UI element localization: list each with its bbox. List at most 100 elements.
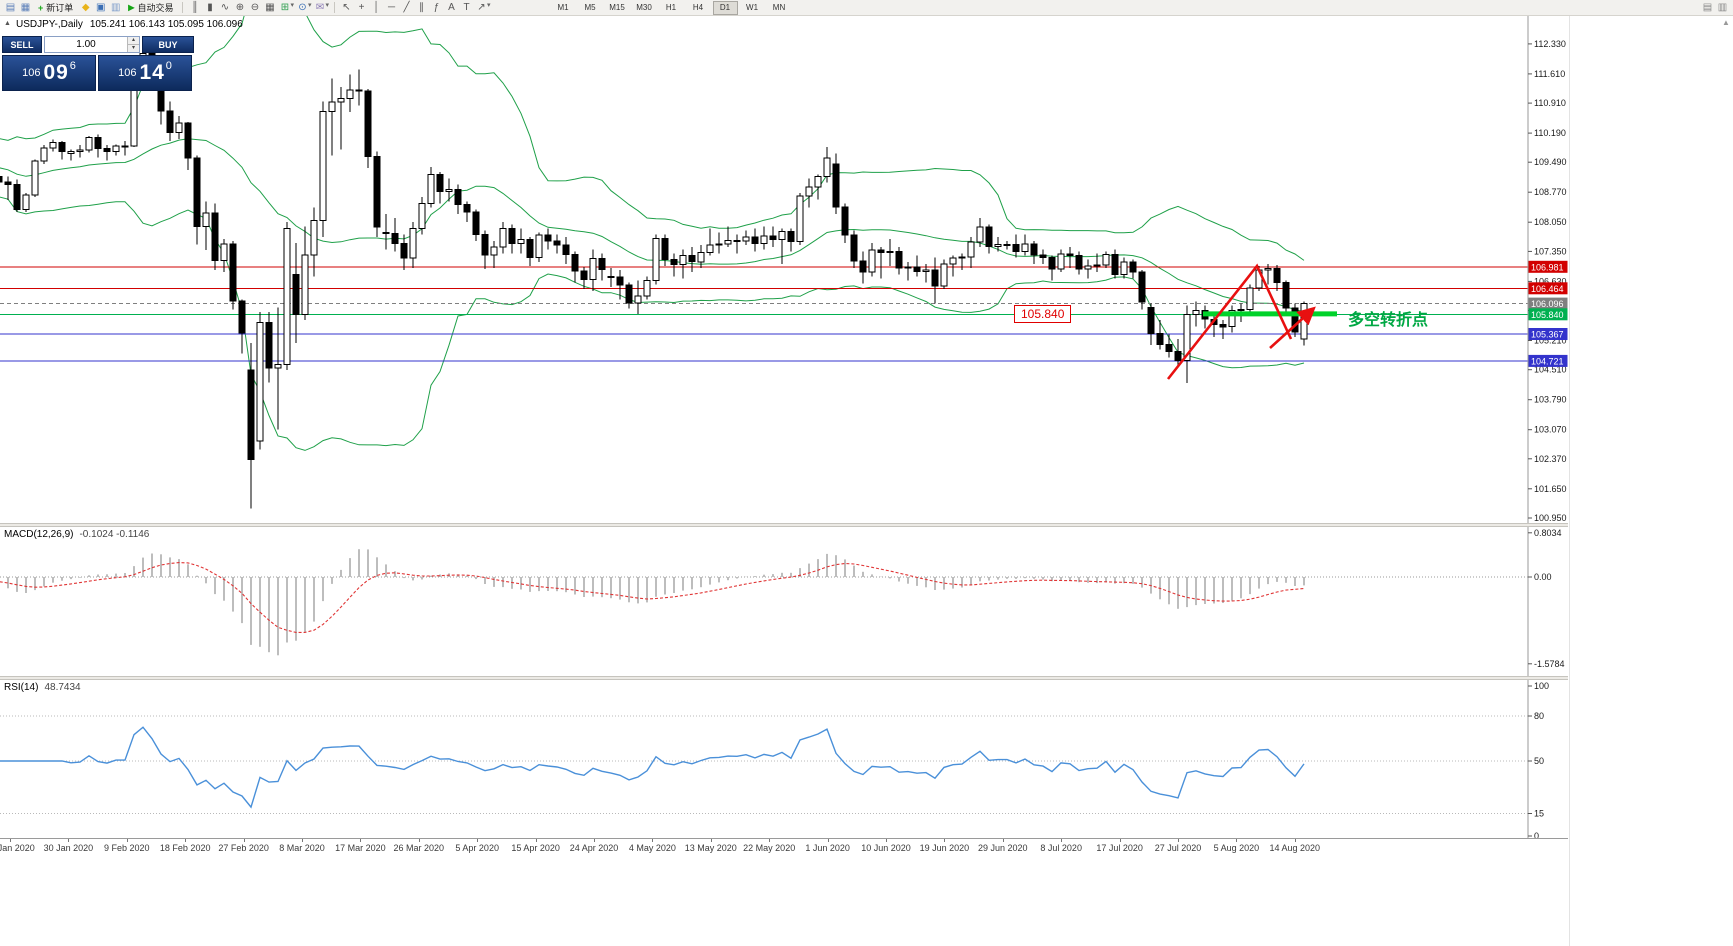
toolbar: ▤ ▦ + 新订单 ◆ ▣ ▥ ▶ 自动交易 ║ ▮ ∿ ⊕ ⊖ ▦ ⊞ ▾ ⊙ ▾ ✉ ▾ ↖ + │ ─ ╱ ∥ ƒ… [0,0,1733,16]
time-tick [10,839,11,842]
date-label: 13 May 2020 [684,843,737,853]
templates-icon[interactable]: ✉ [315,2,325,13]
cursor-icon[interactable]: ↖ [342,2,351,13]
time-tick [944,839,946,842]
time-tick [1119,839,1121,842]
time-tick [535,839,537,842]
candlestick-chart-icon[interactable]: ▮ [207,2,213,13]
svg-text:102.370: 102.370 [1534,454,1567,464]
buy-price-button[interactable]: 106 14 0 [98,55,192,91]
svg-text:106.981: 106.981 [1531,262,1564,272]
add-indicator-icon[interactable]: ⊞ [280,2,290,13]
date-label: 19 Jun 2020 [919,843,970,853]
panel-divider[interactable] [0,523,1568,527]
svg-text:104.721: 104.721 [1531,356,1564,366]
sell-price-button[interactable]: 106 09 6 [2,55,96,91]
date-label: 15 Apr 2020 [511,843,560,853]
dropdown-caret-icon[interactable]: ▾ [325,2,329,9]
tile-windows-icon[interactable]: ▦ [265,2,275,13]
svg-text:107.350: 107.350 [1534,246,1567,256]
date-label: 17 Mar 2020 [335,843,386,853]
time-tick [360,839,362,842]
main-chart-canvas[interactable]: 112.330 111.610 110.910 110.190 109.490 108.7… [0,16,1568,523]
vertical-line-icon[interactable]: │ [373,2,380,13]
chart-title: USDJPY-,Daily 105.241 106.143 105.095 106… [16,19,243,30]
svg-text:50: 50 [1534,756,1544,766]
macd-panel-canvas[interactable]: 0.8034 0.00 -1.5784 [0,527,1568,676]
svg-text:-1.5784: -1.5784 [1534,659,1565,669]
timeframe-h1[interactable]: H1 [665,3,677,12]
time-tick [185,839,187,842]
scroll-up-icon[interactable]: ▲ [1722,18,1730,27]
svg-text:15: 15 [1534,809,1544,819]
rsi-panel-canvas[interactable]: 100 80 50 15 0 [0,680,1568,838]
line-chart-icon[interactable]: ∿ [220,2,230,13]
periods-icon[interactable]: ⊙ [298,2,307,13]
time-scale[interactable]: 21 Jan 2020 30 Jan 2020 9 Feb 2020 18 Feb 2… [0,838,1568,857]
svg-text:101.650: 101.650 [1534,484,1567,494]
date-label: 26 Mar 2020 [393,843,445,853]
new-order-button[interactable]: + 新订单 [33,1,78,14]
time-tick [302,839,303,842]
dropdown-caret-icon[interactable]: ▾ [487,2,491,9]
trendline-icon[interactable]: ╱ [403,2,410,13]
rsi-indicator-label: RSI(14) 48.7434 [4,682,81,693]
horizontal-line-icon[interactable]: ─ [387,2,396,13]
zoom-out-icon[interactable]: ⊖ [250,2,260,13]
date-label: 27 Jul 2020 [1154,843,1202,853]
svg-text:105.210: 105.210 [1534,336,1567,346]
fibonacci-icon[interactable]: ƒ [433,2,440,13]
fullscreen-icon[interactable]: ▥ [1717,2,1728,13]
timeframe-d1[interactable]: D1 [712,0,738,15]
bar-chart-icon[interactable]: ║ [191,2,199,13]
label-icon[interactable]: T [463,2,470,13]
timeframe-h4[interactable]: H4 [692,3,704,12]
chart-profiles-icon[interactable]: ▦ [20,2,31,13]
date-label: 24 Apr 2020 [569,843,619,853]
turning-point-annotation[interactable]: 多空转折点 [1348,312,1429,329]
date-label: 5 Apr 2020 [455,843,499,853]
timeframe-m1[interactable]: M1 [557,3,569,12]
toolbar-separator [334,2,335,13]
timeframe-m30[interactable]: M30 [636,3,652,12]
data-window-icon[interactable]: ▥ [111,2,121,13]
lot-decrease-button[interactable]: ▾ [128,45,139,52]
channel-icon[interactable]: ∥ [419,2,424,13]
timeframe-mn[interactable]: MN [772,3,786,12]
date-label: 30 Jan 2020 [43,843,94,853]
svg-text:0: 0 [1534,831,1539,838]
docking-icon[interactable]: ▤ [1702,2,1713,13]
autotrading-button[interactable]: ▶ 自动交易 [123,1,178,14]
text-icon[interactable]: A [448,2,455,13]
autotrading-label: 自动交易 [137,3,174,13]
time-tick [477,839,479,842]
arrows-icon[interactable]: ↗ [477,2,486,13]
date-label: 27 Feb 2020 [218,843,269,853]
dropdown-caret-icon[interactable]: ▾ [307,2,312,9]
one-click-collapse-icon[interactable]: ▲ [4,20,11,27]
timeframe-m15[interactable]: M15 [609,3,625,12]
timeframe-m5[interactable]: M5 [584,3,596,12]
buy-button[interactable]: BUY [142,36,194,53]
ohlc-readout: 105.241 106.143 105.095 106.096 [89,19,243,30]
lot-size-input[interactable] [45,37,127,52]
price-annotation-box[interactable]: 105.840 [1014,305,1072,323]
market-watch-icon[interactable]: ▣ [96,2,106,13]
lot-increase-button[interactable]: ▴ [128,37,139,45]
time-tick [1236,839,1238,842]
new-chart-icon[interactable]: ▤ [5,2,16,13]
zoom-in-icon[interactable]: ⊕ [235,2,245,13]
crosshair-icon[interactable]: + [358,2,365,13]
date-label: 21 Jan 2020 [0,843,35,853]
svg-text:80: 80 [1534,711,1544,721]
time-tick [1061,839,1063,842]
svg-text:103.790: 103.790 [1534,395,1567,405]
dropdown-caret-icon[interactable]: ▾ [290,2,294,9]
sell-button[interactable]: SELL [2,36,42,53]
svg-text:108.050: 108.050 [1534,217,1567,227]
panel-divider[interactable] [0,676,1568,680]
time-tick [68,839,70,842]
timeframe-w1[interactable]: W1 [746,3,759,12]
metaeditor-icon[interactable]: ◆ [81,2,90,13]
svg-text:100: 100 [1534,681,1549,691]
